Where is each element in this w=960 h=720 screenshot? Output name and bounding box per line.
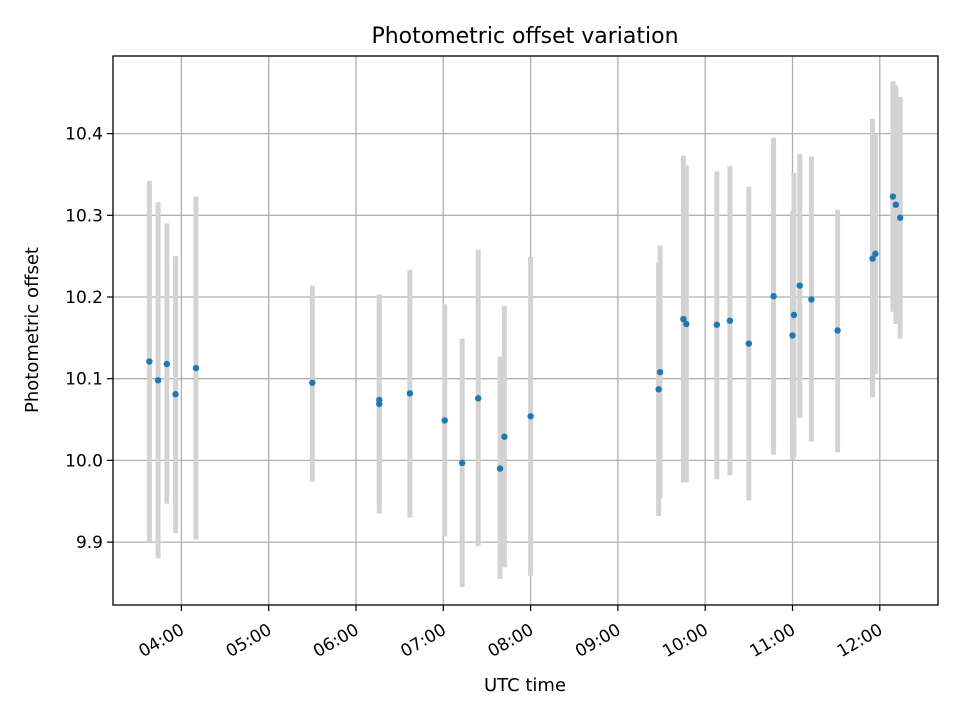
data-point <box>441 417 448 424</box>
data-point <box>892 201 900 208</box>
chart-title: Photometric offset variation <box>371 24 678 49</box>
data-point <box>501 433 508 440</box>
x-tick-label: 10:00 <box>659 620 711 662</box>
data-point <box>172 391 179 398</box>
x-tick-label: 09:00 <box>572 620 624 662</box>
data-points <box>146 193 904 472</box>
data-point <box>309 379 316 386</box>
y-tick-label: 10.4 <box>65 125 103 145</box>
y-tick-label: 10.3 <box>65 206 103 226</box>
data-point <box>527 413 534 420</box>
x-tick-label: 04:00 <box>135 620 187 662</box>
y-tick-label: 10.1 <box>65 370 103 390</box>
data-point <box>713 321 721 328</box>
data-point <box>896 214 904 221</box>
y-tick-label: 10.0 <box>65 451 103 471</box>
data-point <box>656 368 664 376</box>
data-point <box>496 465 504 472</box>
data-point <box>154 377 162 384</box>
data-point <box>683 320 690 328</box>
data-point <box>475 395 482 402</box>
error-bars <box>146 81 903 588</box>
x-tick-label: 08:00 <box>485 620 537 662</box>
data-point <box>376 396 383 404</box>
data-point <box>834 327 841 334</box>
data-point <box>680 315 687 323</box>
data-point <box>808 296 815 303</box>
x-tick-label: 11:00 <box>747 620 799 662</box>
data-point <box>745 340 753 347</box>
data-point <box>770 292 777 300</box>
x-tick-label: 05:00 <box>223 620 275 662</box>
x-tick-label: 06:00 <box>310 620 362 662</box>
data-point <box>889 193 897 200</box>
grid <box>113 56 938 605</box>
data-point <box>655 386 662 393</box>
data-point <box>459 459 466 467</box>
data-point <box>869 255 876 262</box>
x-tick-label: 07:00 <box>397 620 449 662</box>
data-point <box>726 317 734 324</box>
x-axis-label: UTC time <box>484 675 566 696</box>
data-point <box>796 282 803 289</box>
x-tick-label: 12:00 <box>834 620 886 662</box>
y-axis-label: Photometric offset <box>22 247 43 413</box>
y-tick-label: 9.9 <box>76 533 103 553</box>
plot-frame <box>112 55 939 606</box>
data-point <box>872 250 879 257</box>
y-tick-label: 10.2 <box>65 288 103 308</box>
data-point <box>406 390 414 397</box>
data-point <box>192 364 200 372</box>
data-point <box>163 360 171 368</box>
data-point <box>789 332 796 339</box>
data-point <box>146 358 153 365</box>
data-point <box>790 311 798 319</box>
